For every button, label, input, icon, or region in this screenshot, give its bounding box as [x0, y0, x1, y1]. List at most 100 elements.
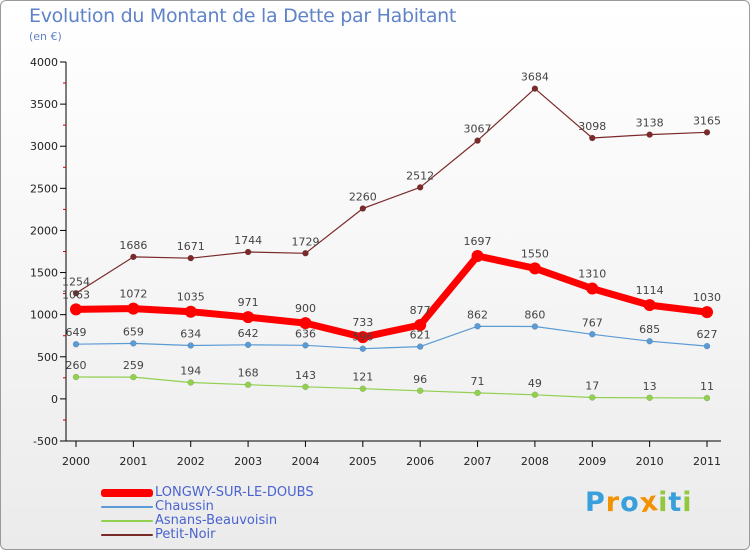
data-label-longwy-sur-le-doubs: 877	[410, 304, 431, 317]
legend-label: Petit-Noir	[155, 527, 216, 542]
y-tick-label: 0	[51, 393, 58, 406]
data-point-petit-noir	[244, 248, 252, 256]
data-label-longwy-sur-le-doubs: 1072	[119, 288, 147, 301]
logo-letter: P	[585, 487, 606, 518]
data-point-asnans-beauvoisin	[130, 373, 137, 381]
data-point-asnans-beauvoisin	[416, 387, 424, 395]
data-label-chaussin: 621	[410, 329, 431, 342]
data-label-longwy-sur-le-doubs: 1035	[177, 291, 205, 304]
x-tick-label: 2007	[464, 455, 492, 468]
data-label-chaussin: 649	[66, 326, 87, 339]
y-tick-label: 3000	[30, 140, 58, 153]
data-label-petit-noir: 2512	[406, 169, 434, 182]
data-point-petit-noir	[589, 134, 596, 142]
x-tick-label: 2010	[636, 455, 664, 468]
data-point-chaussin	[359, 345, 367, 352]
data-label-petit-noir: 3098	[578, 120, 606, 133]
data-label-asnans-beauvoisin: 13	[643, 380, 657, 393]
data-label-petit-noir: 3684	[521, 71, 549, 84]
data-label-chaussin: 627	[697, 328, 718, 341]
data-label-asnans-beauvoisin: 194	[180, 365, 201, 378]
data-label-longwy-sur-le-doubs: 971	[238, 296, 259, 309]
data-point-longwy-sur-le-doubs	[299, 317, 312, 330]
logo-letter: i	[682, 487, 693, 518]
y-tick-label: 1000	[30, 309, 58, 322]
data-point-petit-noir	[72, 290, 80, 297]
legend-swatch	[101, 520, 153, 522]
data-point-chaussin	[244, 341, 252, 349]
data-label-chaussin: 862	[467, 308, 488, 321]
data-point-petit-noir	[302, 250, 309, 257]
data-point-longwy-sur-le-doubs	[356, 331, 369, 344]
data-point-petit-noir	[359, 205, 367, 212]
series-line-asnans-beauvoisin	[75, 376, 708, 399]
data-label-longwy-sur-le-doubs: 1697	[464, 235, 492, 248]
data-label-petit-noir: 1671	[177, 240, 205, 253]
data-label-asnans-beauvoisin: 143	[295, 369, 316, 382]
data-point-longwy-sur-le-doubs	[184, 305, 197, 318]
data-label-asnans-beauvoisin: 168	[238, 367, 259, 380]
data-label-asnans-beauvoisin: 11	[700, 380, 714, 393]
data-label-petit-noir: 2260	[349, 191, 377, 204]
data-point-longwy-sur-le-doubs	[528, 262, 541, 275]
data-point-chaussin	[703, 342, 711, 350]
series-line-petit-noir	[75, 87, 708, 294]
data-label-asnans-beauvoisin: 49	[528, 377, 542, 390]
data-point-asnans-beauvoisin	[187, 379, 194, 386]
x-tick-label: 2006	[406, 455, 434, 468]
data-point-longwy-sur-le-doubs	[127, 302, 140, 315]
data-point-asnans-beauvoisin	[359, 385, 367, 392]
data-point-chaussin	[416, 343, 424, 350]
x-tick-label: 2009	[578, 455, 606, 468]
data-label-longwy-sur-le-doubs: 1063	[62, 288, 90, 301]
legend-label: LONGWY-SUR-LE-DOUBS	[155, 485, 314, 500]
data-point-longwy-sur-le-doubs	[471, 249, 484, 262]
data-point-longwy-sur-le-doubs	[586, 282, 599, 295]
data-label-chaussin: 767	[582, 316, 603, 329]
data-point-chaussin	[474, 323, 481, 330]
y-tick-label: 500	[37, 351, 58, 364]
proxiti-logo: Proxiti	[585, 486, 693, 519]
data-point-petit-noir	[187, 254, 194, 262]
data-point-longwy-sur-le-doubs	[414, 319, 427, 332]
series-layer	[70, 85, 713, 402]
axes: -500 0 500 1000 1500 2000 2500 3000 3500 4000 2000…	[30, 56, 721, 468]
data-label-longwy-sur-le-doubs: 733	[352, 316, 373, 329]
data-label-chaussin: 596	[352, 331, 373, 344]
data-label-asnans-beauvoisin: 17	[585, 379, 599, 392]
data-label-longwy-sur-le-doubs: 1310	[578, 268, 606, 281]
data-point-asnans-beauvoisin	[531, 391, 539, 399]
logo-letter: o	[620, 487, 640, 518]
data-point-asnans-beauvoisin	[646, 394, 653, 402]
data-label-chaussin: 636	[295, 327, 316, 340]
data-label-longwy-sur-le-doubs: 1114	[636, 284, 664, 297]
x-tick-label: 2003	[234, 455, 262, 468]
y-tick-label: -500	[33, 435, 58, 448]
data-point-petit-noir	[416, 184, 424, 191]
data-label-petit-noir: 3067	[464, 123, 492, 136]
data-label-petit-noir: 1254	[62, 275, 90, 288]
data-point-petit-noir	[474, 137, 481, 144]
y-tick-label: 2000	[30, 224, 58, 237]
logo-letter: r	[605, 487, 621, 518]
legend-label: Chaussin	[155, 499, 214, 514]
x-tick-label: 2004	[291, 455, 319, 468]
data-label-petit-noir: 1729	[291, 235, 319, 248]
data-point-chaussin	[130, 340, 137, 347]
data-label-petit-noir: 3165	[693, 114, 721, 127]
x-tick-label: 2011	[693, 455, 721, 468]
data-label-chaussin: 860	[524, 308, 545, 321]
data-point-longwy-sur-le-doubs	[242, 311, 255, 324]
legend-label: Asnans-Beauvoisin	[155, 513, 278, 528]
data-point-chaussin	[531, 323, 539, 330]
data-point-petit-noir	[531, 85, 539, 92]
data-label-chaussin: 642	[238, 327, 259, 340]
x-tick-label: 2001	[119, 455, 147, 468]
data-label-longwy-sur-le-doubs: 1030	[693, 291, 721, 304]
data-label-asnans-beauvoisin: 259	[123, 359, 144, 372]
y-tick-label: 2500	[30, 182, 58, 195]
data-label-petit-noir: 3138	[636, 117, 664, 130]
y-tick-label: 4000	[30, 56, 58, 69]
data-point-longwy-sur-le-doubs	[70, 303, 82, 316]
